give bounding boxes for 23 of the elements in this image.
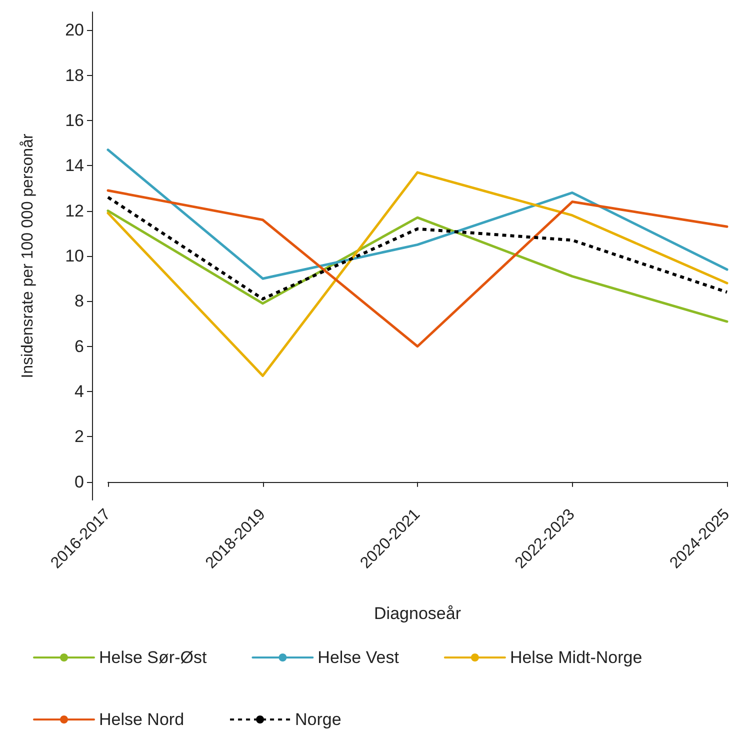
y-tick-label: 10	[65, 246, 84, 266]
legend-label: Helse Vest	[318, 648, 400, 667]
y-tick-label: 0	[74, 472, 84, 492]
legend-label: Helse Nord	[99, 710, 184, 729]
y-tick-label: 14	[65, 156, 84, 176]
line-series	[106, 210, 728, 323]
line-series	[106, 189, 728, 348]
y-tick-label: 2	[74, 427, 84, 446]
y-tick-label: 16	[65, 110, 84, 130]
y-tick-label: 20	[65, 20, 84, 40]
legend-label: Helse Midt-Norge	[510, 648, 642, 667]
y-tick-label: 8	[74, 292, 84, 311]
legend-label: Helse Sør-Øst	[99, 648, 207, 667]
x-axis-title: Diagnoseår	[374, 604, 462, 623]
y-axis-title: Insidensrate per 100 000 personår	[20, 133, 36, 378]
y-tick-label: 12	[65, 201, 84, 220]
y-tick-label: 4	[74, 382, 84, 402]
legend-label: Norge	[295, 710, 342, 729]
line-series	[106, 196, 728, 300]
line-series	[106, 171, 728, 377]
y-tick-label: 6	[74, 336, 84, 356]
line-series	[106, 148, 728, 280]
y-tick-label: 18	[65, 66, 84, 85]
